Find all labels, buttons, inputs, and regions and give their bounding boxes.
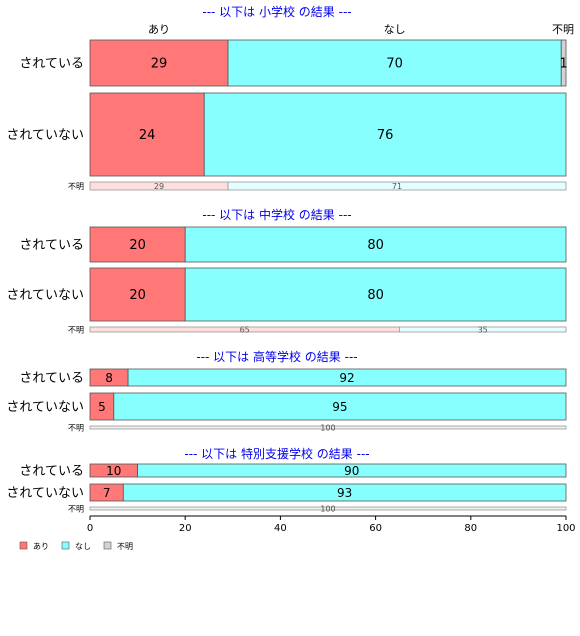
- x-tick-label-3: 60: [369, 523, 382, 534]
- legend-swatch-2: [103, 541, 112, 550]
- unknown-row-label-1: 不明: [68, 326, 84, 335]
- row-label-1-0: されている: [19, 238, 84, 253]
- unknown-row-label-0: 不明: [68, 182, 84, 191]
- group-title-3: --- 以下は 特別支援学校 の結果 ---: [184, 446, 369, 461]
- unknown-bar-1-value-label-1: 35: [478, 325, 488, 334]
- unknown-bar-1-value-label-0: 65: [240, 325, 250, 334]
- x-tick-label-4: 80: [464, 523, 477, 534]
- group-title-0: --- 以下は 小学校 の結果 ---: [202, 4, 351, 19]
- bar-1-0-segment-1: [184, 226, 567, 263]
- bar-0-1-value-label-1: 76: [377, 128, 394, 143]
- bar-0-0-value-label-1: 70: [386, 57, 403, 72]
- bar-0-0-segment-2: [560, 39, 567, 87]
- bar-1-0-value-label-1: 80: [367, 238, 384, 253]
- row-label-3-0: されている: [19, 464, 84, 479]
- bar-3-0-segment-1: [137, 463, 567, 478]
- bar-3-1-value-label-0: 7: [103, 486, 111, 500]
- bar-3-0-value-label-0: 10: [106, 464, 121, 478]
- bar-2-0-value-label-1: 92: [339, 371, 354, 385]
- row-label-2-0: されている: [19, 371, 84, 386]
- x-tick-label-1: 20: [179, 523, 192, 534]
- unknown-row-label-2: 不明: [68, 424, 84, 433]
- bar-2-1-value-label-1: 95: [332, 400, 347, 414]
- row-label-2-1: されていない: [6, 400, 84, 415]
- legend-label-1: なし: [75, 542, 91, 551]
- group-title-2: --- 以下は 高等学校 の結果 ---: [196, 349, 357, 364]
- bar-1-1-value-label-1: 80: [367, 288, 384, 303]
- unknown-bar-1-segment-1: [398, 326, 567, 333]
- x-tick-label-2: 40: [274, 523, 287, 534]
- bar-1-1-segment-1: [184, 267, 567, 322]
- row-label-3-1: されていない: [6, 486, 84, 501]
- unknown-bar-3-value-label-2: 100: [320, 504, 335, 513]
- group-title-1: --- 以下は 中学校 の結果 ---: [202, 207, 351, 222]
- bar-1-1-segment-0: [89, 267, 186, 322]
- column-header-2: 不明: [552, 23, 574, 36]
- legend-label-2: 不明: [117, 542, 133, 551]
- legend-swatch-0: [19, 541, 28, 550]
- unknown-bar-2-value-label-2: 100: [320, 423, 335, 432]
- bar-0-0-value-label-0: 29: [151, 57, 168, 72]
- bar-0-1-value-label-0: 24: [139, 128, 156, 143]
- row-label-1-1: されていない: [6, 288, 84, 303]
- unknown-bar-0-segment-1: [227, 181, 567, 191]
- bar-1-1-value-label-0: 20: [129, 288, 146, 303]
- bar-1-0-value-label-0: 20: [129, 238, 146, 253]
- unknown-bar-0-value-label-0: 29: [154, 182, 164, 191]
- row-label-0-0: されている: [19, 57, 84, 72]
- bar-2-1-segment-1: [113, 392, 567, 421]
- bar-3-1-segment-1: [122, 483, 567, 502]
- bar-3-0-value-label-1: 90: [344, 464, 359, 478]
- unknown-bar-2-segment-2: [89, 425, 567, 430]
- row-label-0-1: されていない: [6, 128, 84, 143]
- x-tick-label-0: 0: [87, 523, 93, 534]
- bar-1-0-segment-0: [89, 226, 186, 263]
- bar-2-0-segment-1: [127, 368, 567, 387]
- bar-0-0-value-label-2: 1: [559, 57, 567, 72]
- bar-2-1-value-label-0: 5: [98, 400, 106, 414]
- bar-0-1-segment-1: [203, 92, 567, 177]
- legend-swatch-1: [61, 541, 70, 550]
- bar-3-1-value-label-1: 93: [337, 486, 352, 500]
- unknown-bar-0-value-label-1: 71: [392, 182, 402, 191]
- column-header-0: あり: [148, 23, 170, 36]
- bar-2-0-value-label-0: 8: [105, 371, 113, 385]
- x-tick-label-5: 100: [556, 523, 575, 534]
- unknown-bar-3-segment-2: [89, 506, 567, 511]
- bar-0-0-segment-1: [227, 39, 562, 87]
- bar-0-0-segment-0: [89, 39, 229, 87]
- legend-label-0: あり: [33, 542, 49, 551]
- column-header-1: なし: [384, 23, 406, 36]
- unknown-row-label-3: 不明: [68, 505, 84, 514]
